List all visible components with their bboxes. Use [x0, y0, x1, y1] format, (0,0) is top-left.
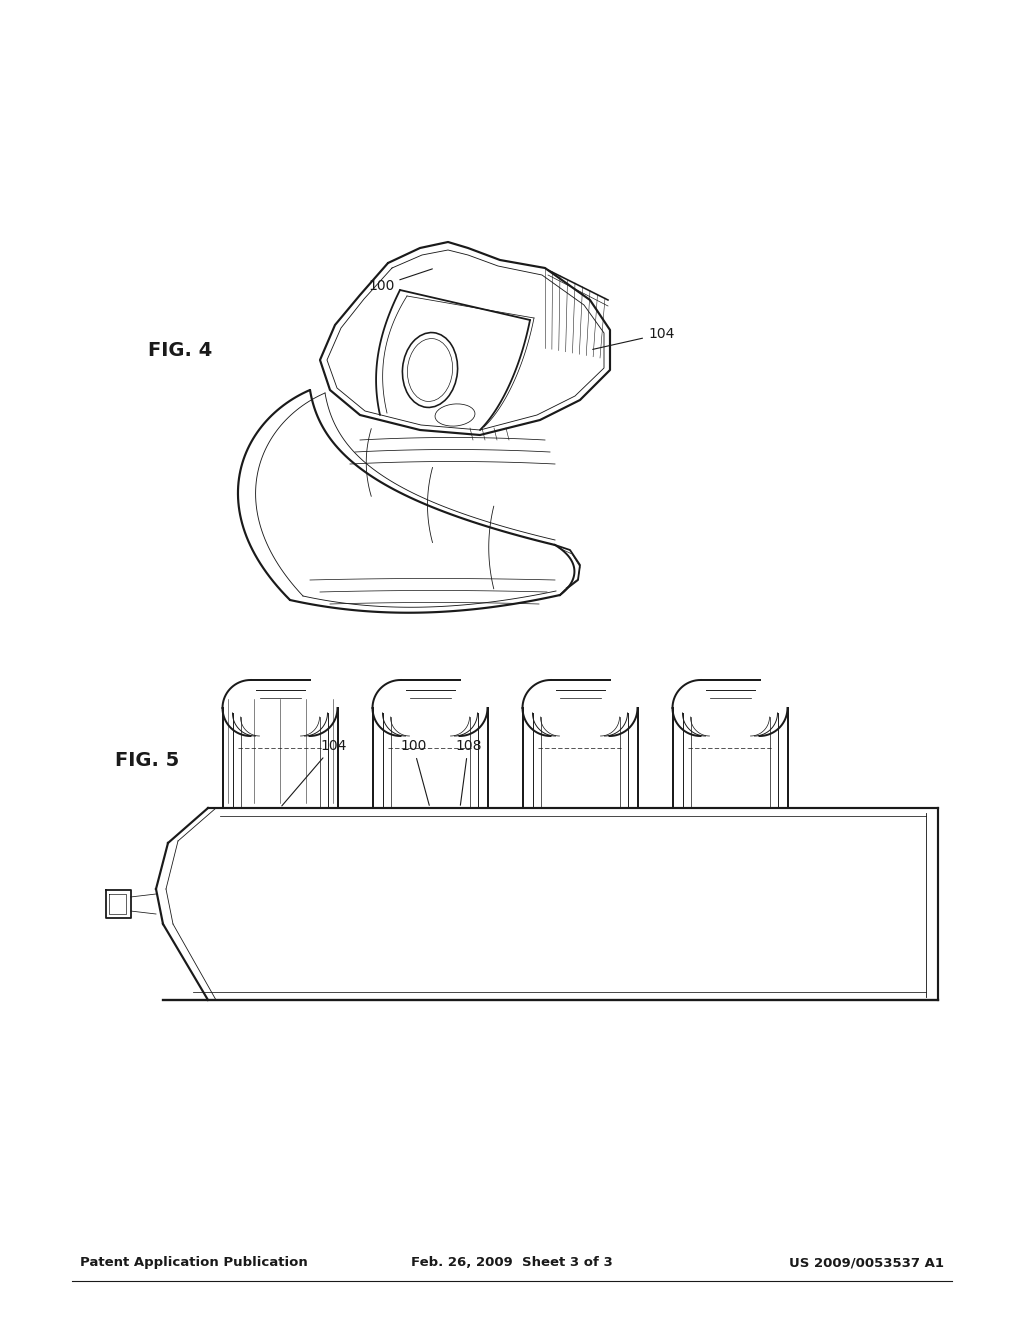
Text: Patent Application Publication: Patent Application Publication: [80, 1257, 308, 1269]
Text: US 2009/0053537 A1: US 2009/0053537 A1: [790, 1257, 944, 1269]
Text: FIG. 5: FIG. 5: [115, 751, 179, 770]
Text: Feb. 26, 2009  Sheet 3 of 3: Feb. 26, 2009 Sheet 3 of 3: [411, 1257, 613, 1269]
Text: FIG. 4: FIG. 4: [148, 341, 212, 359]
Text: 100: 100: [400, 739, 429, 805]
Text: 104: 104: [282, 739, 346, 807]
Text: 108: 108: [455, 739, 481, 805]
Text: 100: 100: [368, 269, 432, 293]
Text: 104: 104: [593, 327, 675, 350]
